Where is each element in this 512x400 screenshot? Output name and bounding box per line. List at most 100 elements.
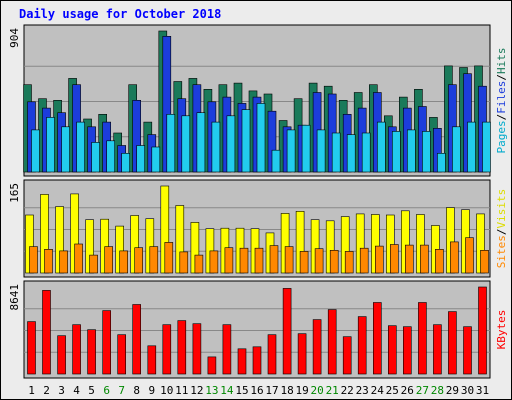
bar-pages-day-25 [391,131,401,173]
bar-pages-day-28 [437,153,446,173]
bar-kbytes-day-21 [327,309,337,375]
day-label-9: 9 [148,384,155,397]
bar-pages-day-4 [76,121,85,173]
bar-sites-day-13 [209,250,219,274]
day-label-6: 6 [103,384,110,397]
bar-kbytes-day-4 [72,324,81,375]
day-label-12: 12 [190,384,203,397]
day-label-29: 29 [446,384,459,397]
day-label-8: 8 [133,384,140,397]
bar-kbytes-day-8 [132,304,141,375]
day-label-26: 26 [401,384,414,397]
day-label-5: 5 [88,384,95,397]
bar-pages-day-18 [286,129,296,173]
legend-part: Visits [495,189,508,229]
series-kbytes [27,286,487,375]
bar-kbytes-day-27 [418,302,427,375]
legend-part: Files [495,81,508,114]
bar-kbytes-day-17 [267,334,277,375]
bar-pages-day-17 [271,149,281,173]
bar-sites-day-8 [134,247,143,274]
bar-sites-day-10 [164,242,174,274]
legend-part: KBytes [495,310,508,350]
bar-pages-day-19 [301,124,311,173]
day-label-15: 15 [235,384,248,397]
bar-pages-day-10 [166,114,176,173]
bar-pages-day-13 [211,121,221,173]
day-label-28: 28 [431,384,444,397]
day-label-14: 14 [220,384,234,397]
legend-part: / [495,114,508,121]
bar-pages-day-6 [106,140,115,173]
day-label-31: 31 [476,384,489,397]
bar-sites-day-26 [404,244,414,274]
bar-kbytes-day-18 [282,288,292,375]
day-label-25: 25 [386,384,399,397]
bar-pages-day-30 [467,121,476,173]
bar-sites-day-7 [119,250,128,274]
bar-kbytes-day-31 [478,286,487,375]
bar-pages-day-26 [406,129,416,173]
bar-kbytes-day-29 [448,311,457,375]
bar-sites-day-28 [435,249,444,274]
panel-visits_sites: 165 Sites/Visits [8,179,508,278]
x-axis-day-labels: 1 2 3 4 5 6 7 8 9 10 11 12 13 14 15 16 17 18 19 20 21 22 23 24 2… [28,384,489,397]
day-label-13: 13 [205,384,218,397]
bar-sites-day-29 [450,241,459,274]
bar-sites-day-20 [314,248,324,274]
bar-kbytes-day-28 [433,324,442,375]
legend-part: Pages [495,120,508,153]
bar-sites-day-16 [254,247,264,274]
bar-pages-day-29 [452,126,461,173]
day-label-10: 10 [160,384,173,397]
day-label-4: 4 [73,384,80,397]
bar-kbytes-day-9 [147,345,157,375]
legend-part: Hits [495,48,508,75]
day-label-19: 19 [295,384,308,397]
legend-part: / [495,229,508,236]
day-label-23: 23 [356,384,369,397]
bar-sites-day-3 [59,250,68,274]
panel-legend-label: Sites/Visits [495,189,508,269]
bar-kbytes-day-3 [57,335,66,375]
bar-sites-day-4 [74,243,83,274]
chart-title: Daily usage for October 2018 [19,7,221,21]
bar-sites-day-11 [179,251,189,274]
bar-pages-day-14 [226,115,236,173]
bar-pages-day-7 [121,153,130,173]
day-label-2: 2 [43,384,50,397]
bar-pages-day-24 [376,121,386,173]
bar-kbytes-day-7 [117,334,126,375]
bar-pages-day-15 [241,109,251,173]
bar-sites-day-5 [89,254,98,274]
y-axis-max-label: 165 [8,183,21,203]
bar-sites-day-12 [194,254,204,274]
bar-sites-day-19 [299,251,309,274]
bar-pages-day-31 [482,121,491,173]
day-label-11: 11 [175,384,188,397]
bar-kbytes-day-19 [297,333,307,375]
y-axis-max-label: 904 [8,28,21,48]
day-label-16: 16 [250,384,263,397]
day-label-7: 7 [118,384,125,397]
bar-sites-day-9 [149,246,159,274]
bar-sites-day-2 [44,249,53,274]
bar-sites-day-31 [480,250,489,274]
bar-kbytes-day-1 [27,321,36,375]
bar-kbytes-day-2 [42,290,51,375]
legend-part: / [495,74,508,81]
day-label-20: 20 [310,384,323,397]
panel-legend-label: Pages/Files/Hits [495,48,508,154]
day-label-18: 18 [280,384,293,397]
day-label-17: 17 [265,384,278,397]
day-label-21: 21 [326,384,339,397]
bar-sites-day-17 [269,245,279,274]
day-label-3: 3 [58,384,65,397]
bar-sites-day-21 [329,250,339,274]
bar-sites-day-24 [374,245,384,274]
bar-pages-day-27 [422,131,431,173]
panel-kbytes: 8641 KBytes [8,280,508,379]
bar-kbytes-day-26 [402,326,412,375]
